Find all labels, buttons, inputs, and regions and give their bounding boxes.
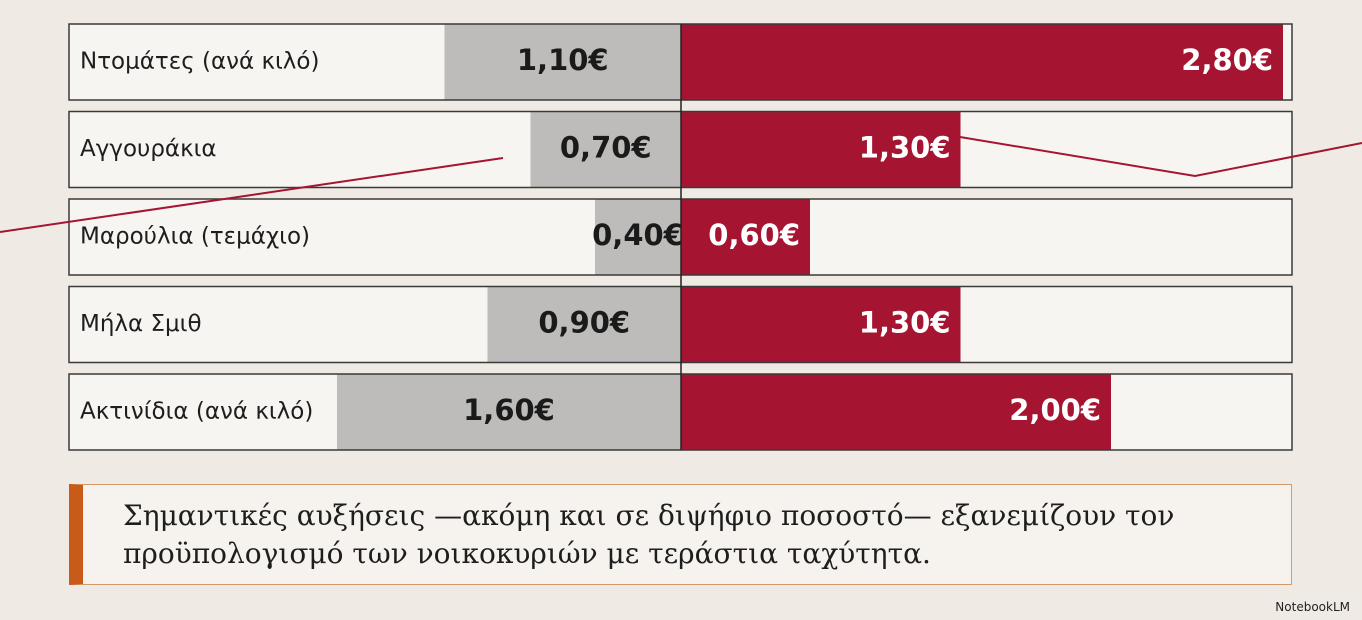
annotation-box: Σημαντικές αυξήσεις —ακόμη και σε διψήφι… (69, 484, 1292, 585)
category-label: Μήλα Σμιθ (80, 311, 202, 337)
category-label: Ντομάτες (ανά κιλό) (80, 49, 319, 75)
bar-new (681, 24, 1283, 100)
value-label: 2,00€ (1009, 393, 1101, 427)
category-label: Αγγουράκια (80, 136, 217, 162)
credit: NotebookLM (1275, 600, 1350, 614)
value-label: 1,10€ (517, 43, 609, 77)
decor-line (0, 157, 504, 233)
value-label: 0,40€ (592, 218, 684, 252)
value-label: 0,90€ (538, 306, 630, 340)
bar-old (337, 374, 681, 450)
bar-old (530, 111, 681, 188)
value-label: 2,80€ (1181, 43, 1273, 77)
bar-old (595, 199, 681, 275)
annotation: Σημαντικές αυξήσεις —ακόμη και σε διψήφι… (123, 499, 1175, 570)
value-label: 1,30€ (859, 131, 951, 165)
bar-new (681, 111, 961, 188)
value-label: 1,60€ (463, 393, 555, 427)
category-label: Μαρούλια (τεμάχιο) (80, 224, 310, 250)
decor-line (959, 136, 1362, 178)
value-label: 0,60€ (708, 218, 800, 252)
value-label: 1,30€ (859, 306, 951, 340)
bar-old (487, 286, 681, 363)
bar-new (681, 286, 961, 363)
bar-new (681, 199, 810, 275)
category-label: Ακτινίδια (ανά κιλό) (80, 399, 313, 425)
bar-old (444, 24, 681, 100)
rows: Ντομάτες (ανά κιλό) 1,10€ 2,80€ Αγγουράκια 0… (68, 23, 1293, 451)
bar-new (681, 374, 1111, 450)
value-label: 0,70€ (560, 131, 652, 165)
